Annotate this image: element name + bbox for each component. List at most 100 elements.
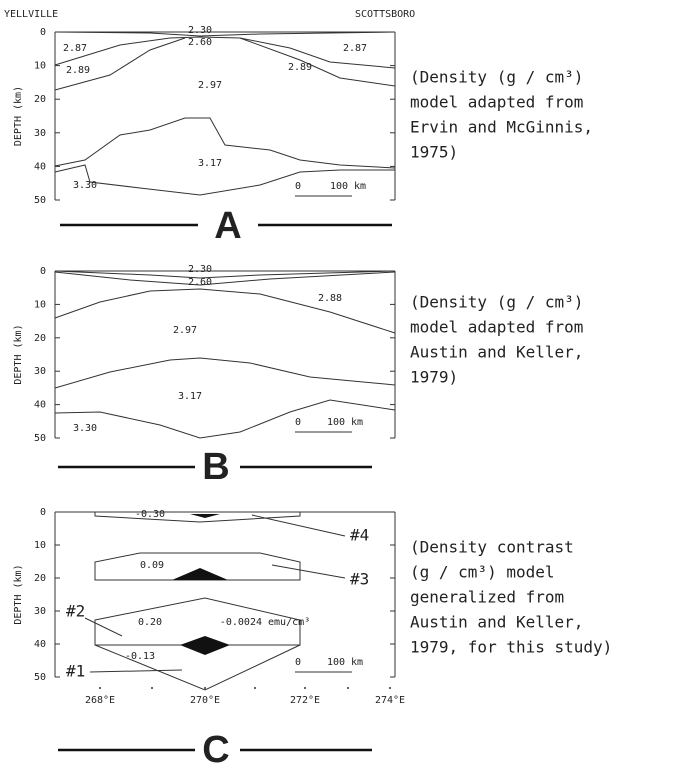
longitude: 274°E <box>375 695 405 706</box>
boundary <box>54 399 396 439</box>
density: 2.97 <box>198 80 222 91</box>
body-label: #4 <box>350 526 369 545</box>
depth-tick-label: 20 <box>34 573 46 584</box>
density: 0.09 <box>140 560 164 571</box>
density: 3.30 <box>73 423 97 434</box>
depth-tick-label: 0 <box>40 266 46 277</box>
pointer <box>251 514 346 537</box>
scale-label: 0 <box>295 417 301 428</box>
depth-tick-label: 50 <box>34 433 46 444</box>
density: 0.20 <box>138 617 162 628</box>
scale-label: 100 km <box>327 417 363 428</box>
depth-tick-label: 0 <box>40 27 46 38</box>
boundary <box>54 37 186 91</box>
depth-tick-label: 20 <box>34 333 46 344</box>
density: 3.30 <box>73 180 97 191</box>
scale-label: 0 <box>295 657 301 668</box>
body-2 <box>94 597 301 646</box>
boundary <box>54 270 396 279</box>
dot <box>347 687 349 689</box>
depth-tick-label: 0 <box>40 507 46 518</box>
scale-label: 100 km <box>327 657 363 668</box>
caption-line: model adapted from <box>410 318 583 337</box>
pointer <box>271 564 346 579</box>
left-label: YELLVILLE <box>4 9 58 20</box>
density: 3.17 <box>178 391 202 402</box>
scale-label: 0 <box>295 181 301 192</box>
dot <box>304 687 306 689</box>
caption-line: 1979, for this study) <box>410 638 612 657</box>
body-label: #1 <box>66 662 85 681</box>
caption-line: Austin and Keller, <box>410 343 583 362</box>
depth-tick-label: 10 <box>34 540 46 551</box>
depth-tick-label: 20 <box>34 94 46 105</box>
caption-line: (Density (g / cm³) <box>410 293 583 312</box>
panel-letter: C <box>202 729 229 770</box>
caption-line: 1979) <box>410 368 458 387</box>
boundary <box>54 164 395 196</box>
right-label: SCOTTSBORO <box>355 9 415 20</box>
depth-tick-label: 50 <box>34 195 46 206</box>
body-core <box>190 514 220 518</box>
boundary <box>54 117 396 169</box>
scale-label: 100 km <box>330 181 366 192</box>
body-core <box>172 568 228 580</box>
dot <box>204 687 206 689</box>
body-4 <box>94 511 301 523</box>
density: 2.87 <box>343 43 367 54</box>
dot <box>254 687 256 689</box>
depth-tick-label: 40 <box>34 400 46 411</box>
panel-letter: A <box>214 205 241 247</box>
axis-label: DEPTH (km) <box>13 86 24 146</box>
boundary <box>239 37 396 87</box>
density: 2.97 <box>173 325 197 336</box>
depth-tick-label: 40 <box>34 639 46 650</box>
caption-line: Ervin and McGinnis, <box>410 118 593 137</box>
depth-tick-label: 30 <box>34 606 46 617</box>
density: 2.60 <box>188 277 212 288</box>
depth-tick-label: 30 <box>34 366 46 377</box>
depth-tick-label: 10 <box>34 299 46 310</box>
body-3 <box>94 552 301 581</box>
boundary <box>54 357 396 389</box>
dot <box>151 687 153 689</box>
density: 2.89 <box>288 62 312 73</box>
density: -0.13 <box>125 651 155 662</box>
longitude: 268°E <box>85 695 115 706</box>
dot <box>389 687 391 689</box>
caption-line: Austin and Keller, <box>410 613 583 632</box>
boundary <box>54 288 396 334</box>
body-label: #2 <box>66 602 85 621</box>
caption-line: (g / cm³) model <box>410 563 555 582</box>
density: -0.30 <box>135 509 165 520</box>
caption-line: generalized from <box>410 588 564 607</box>
body-1 <box>94 644 301 691</box>
dot <box>99 687 101 689</box>
axis-label: DEPTH (km) <box>13 564 24 624</box>
body-label: #3 <box>350 570 369 589</box>
boundary <box>54 271 396 286</box>
longitude: 270°E <box>190 695 220 706</box>
density: 2.89 <box>66 65 90 76</box>
longitude: 272°E <box>290 695 320 706</box>
caption-line: 1975) <box>410 143 458 162</box>
caption-line: (Density contrast <box>410 538 574 557</box>
density: 2.60 <box>188 37 212 48</box>
density: 2.88 <box>318 293 342 304</box>
depth-tick-label: 50 <box>34 672 46 683</box>
density: 2.30 <box>188 264 212 275</box>
axis-label: DEPTH (km) <box>13 324 24 384</box>
depth-tick-label: 30 <box>34 128 46 139</box>
pointer <box>89 669 183 673</box>
boundary <box>54 31 396 37</box>
boundary <box>54 36 396 69</box>
panel-c: -0.30 0.09 0.20 -0.0024 emu/cm³ -0.13 #4… <box>55 509 405 770</box>
panel-letter: B <box>202 446 229 488</box>
panel-b: 2.30 2.60 2.88 2.97 3.17 3.30 0 100 km B <box>54 264 396 488</box>
density: -0.0024 emu/cm³ <box>220 617 310 628</box>
caption-line: (Density (g / cm³) <box>410 68 583 87</box>
density: 2.87 <box>63 43 87 54</box>
depth-tick-label: 10 <box>34 61 46 72</box>
pointer <box>84 617 123 637</box>
